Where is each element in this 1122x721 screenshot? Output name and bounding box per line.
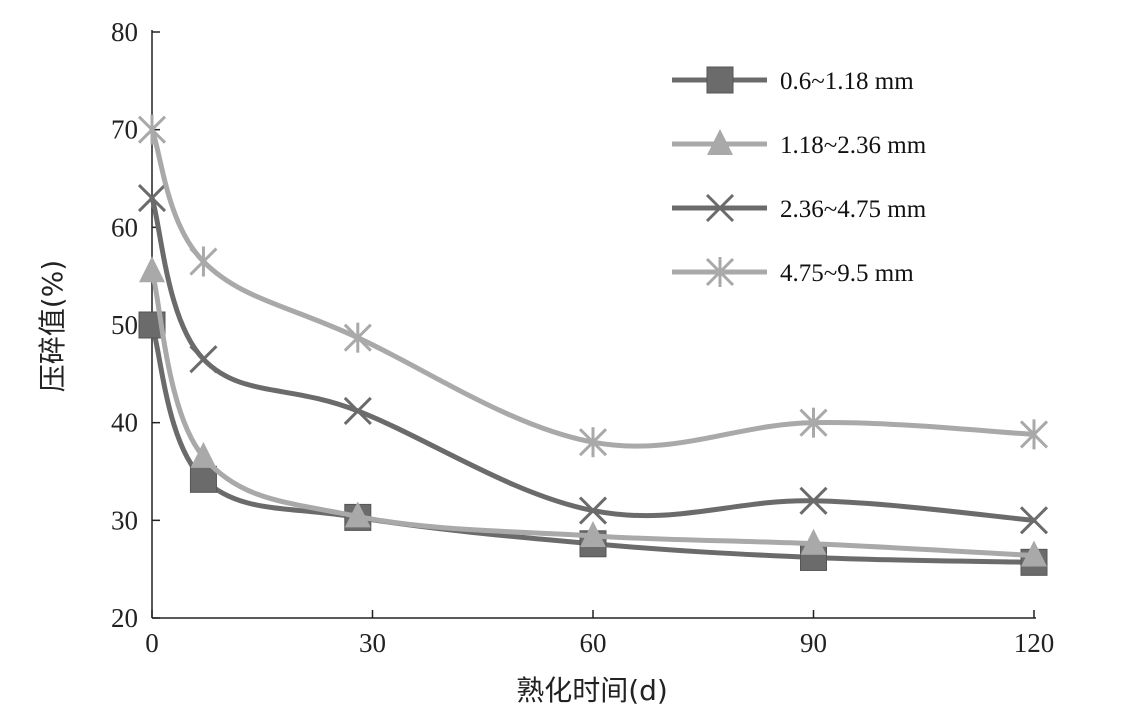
axes: 20 30 40 50 60 70 80 0 30 60 90 120	[111, 17, 1054, 658]
x-tick-label: 30	[359, 628, 386, 658]
legend-item: 4.75~9.5 mm	[672, 257, 914, 287]
data-point	[137, 183, 167, 213]
data-point	[190, 441, 217, 468]
data-point	[344, 501, 371, 528]
marker-stroke	[189, 345, 218, 374]
series-group	[137, 114, 1049, 576]
data-point	[189, 465, 217, 493]
legend-marker	[705, 257, 735, 287]
data-point	[1021, 540, 1047, 567]
data-point	[800, 528, 827, 555]
marker-stroke	[1019, 506, 1049, 535]
data-point	[580, 520, 606, 547]
data-point	[189, 246, 218, 277]
series-2	[139, 256, 1047, 567]
data-point	[137, 114, 167, 145]
marker-stroke	[137, 183, 167, 213]
marker-stroke	[343, 396, 372, 426]
data-point	[578, 496, 608, 525]
series-3	[137, 183, 1049, 535]
legend-item: 1.18~2.36 mm	[672, 129, 927, 159]
legend-label: 0.6~1.18 mm	[780, 68, 914, 95]
data-point	[139, 256, 165, 283]
legend-marker	[705, 193, 735, 223]
x-tick-label: 0	[145, 628, 159, 658]
legend-item: 0.6~1.18 mm	[672, 66, 914, 95]
legend-label: 2.36~4.75 mm	[780, 196, 927, 223]
data-point	[799, 486, 828, 515]
marker-stroke	[799, 486, 828, 515]
legend-item: 2.36~4.75 mm	[672, 193, 927, 223]
marker-stroke	[705, 193, 735, 223]
x-tick-label: 90	[800, 628, 827, 658]
data-point	[799, 407, 828, 438]
legend-label: 1.18~2.36 mm	[780, 132, 927, 159]
legend: 0.6~1.18 mm 1.18~2.36 mm 2.36~4.75 mm 4.75~…	[672, 66, 927, 287]
data-point	[578, 427, 608, 458]
data-point	[343, 322, 372, 353]
y-tick-label: 80	[111, 17, 138, 47]
y-axis-title: 压碎值(%)	[36, 260, 69, 392]
data-point	[1019, 419, 1049, 450]
y-tick-label: 70	[111, 115, 138, 145]
series-line	[149, 127, 1037, 449]
data-point	[343, 396, 372, 426]
series-line	[149, 268, 1037, 558]
series-line	[149, 195, 1037, 523]
series-4	[137, 114, 1049, 458]
y-tick-label: 60	[111, 212, 138, 242]
legend-marker	[707, 129, 733, 155]
x-tick-label: 60	[580, 628, 607, 658]
y-tick-label: 40	[111, 408, 138, 438]
legend-marker	[706, 66, 734, 94]
marker-stroke	[578, 496, 608, 525]
x-axis-title: 熟化时间(d)	[516, 674, 668, 707]
y-tick-label: 50	[111, 310, 138, 340]
data-point	[189, 345, 218, 374]
y-tick-label: 30	[111, 505, 138, 535]
legend-label: 4.75~9.5 mm	[780, 260, 914, 287]
data-point	[1019, 506, 1049, 535]
x-tick-label: 120	[1014, 628, 1055, 658]
y-tick-label: 20	[111, 603, 138, 633]
